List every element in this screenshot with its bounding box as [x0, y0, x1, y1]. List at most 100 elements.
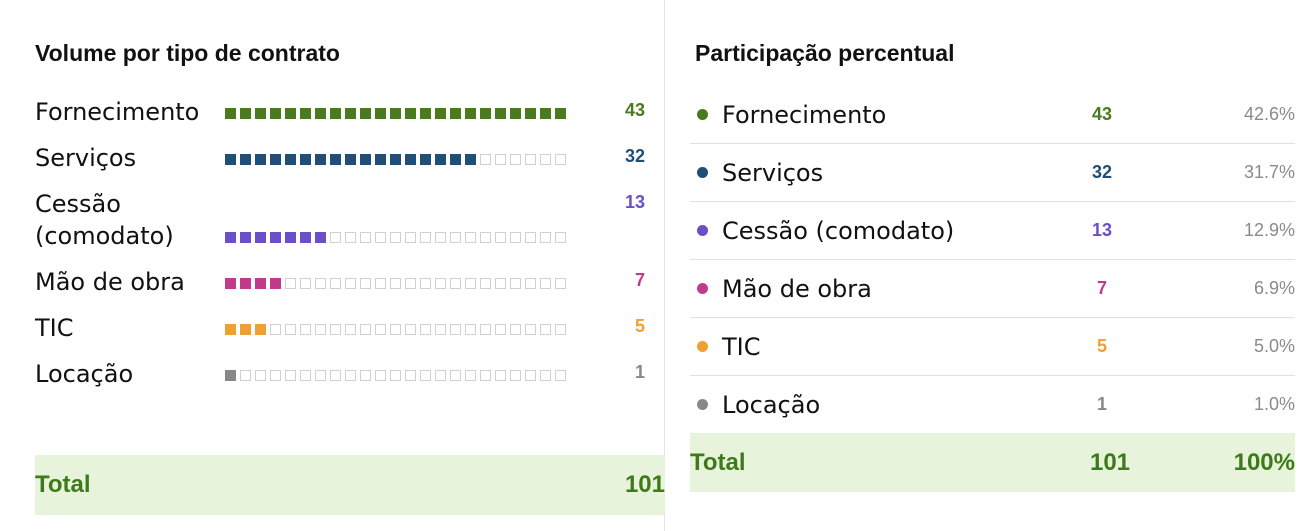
square	[315, 232, 326, 243]
row-value: 32	[624, 146, 645, 166]
panel-title: Participação percentual	[695, 40, 955, 66]
square	[375, 278, 386, 289]
square	[405, 324, 416, 335]
row-value: 43	[624, 100, 645, 120]
square	[420, 232, 431, 243]
square	[345, 278, 356, 289]
square	[225, 108, 236, 119]
square	[405, 278, 416, 289]
square	[405, 232, 416, 243]
row-value: 7	[1096, 278, 1107, 298]
square	[300, 154, 311, 165]
total-row: Total 101 100%	[690, 433, 1295, 492]
legend-dot	[697, 341, 708, 352]
square	[435, 278, 446, 289]
square	[285, 154, 296, 165]
square-bar	[225, 108, 585, 128]
square	[270, 232, 281, 243]
square	[240, 108, 251, 119]
square	[450, 108, 461, 119]
share-panel: Participação percentual Fornecimento 43 42…	[690, 0, 1295, 531]
square	[495, 154, 506, 165]
panel-title: Volume por tipo de contrato	[35, 40, 340, 66]
row-label: Fornecimento	[35, 98, 200, 126]
share-row: Cessão (comodato) 13 12.9%	[690, 202, 1295, 260]
square-bar	[225, 278, 585, 298]
square	[345, 154, 356, 165]
square	[390, 278, 401, 289]
square	[360, 278, 371, 289]
square	[450, 370, 461, 381]
volume-row: Mão de obra 7	[35, 260, 645, 306]
square	[345, 232, 356, 243]
square	[510, 108, 521, 119]
volume-panel: Volume por tipo de contrato Fornecimento…	[15, 0, 665, 531]
square	[465, 370, 476, 381]
square	[315, 108, 326, 119]
share-row: TIC 5 5.0%	[690, 318, 1295, 376]
square	[255, 324, 266, 335]
row-label: Locação	[722, 390, 821, 419]
square	[270, 324, 281, 335]
share-row: Mão de obra 7 6.9%	[690, 260, 1295, 318]
square	[525, 278, 536, 289]
square	[330, 278, 341, 289]
square	[555, 232, 566, 243]
row-label: Serviços	[722, 158, 824, 187]
square-bar	[225, 232, 585, 252]
square	[315, 154, 326, 165]
square	[240, 278, 251, 289]
legend-dot	[697, 225, 708, 236]
square	[285, 370, 296, 381]
row-value: 32	[1091, 162, 1113, 182]
square	[300, 278, 311, 289]
row-share: 1.0%	[1253, 394, 1295, 414]
square	[435, 108, 446, 119]
square	[465, 108, 476, 119]
square	[465, 278, 476, 289]
square	[510, 278, 521, 289]
square	[540, 154, 551, 165]
row-label: TIC	[35, 314, 74, 342]
square	[390, 324, 401, 335]
square	[285, 278, 296, 289]
square	[540, 108, 551, 119]
square	[240, 324, 251, 335]
square	[420, 108, 431, 119]
square	[420, 370, 431, 381]
square	[540, 278, 551, 289]
row-value: 43	[1091, 104, 1113, 124]
square	[345, 324, 356, 335]
square	[405, 108, 416, 119]
square	[495, 370, 506, 381]
row-label: Fornecimento	[722, 100, 887, 129]
square	[555, 370, 566, 381]
square	[255, 232, 266, 243]
square	[225, 154, 236, 165]
square	[270, 278, 281, 289]
volume-row: Cessão (comodato) 13	[35, 182, 645, 260]
square	[555, 278, 566, 289]
square	[300, 108, 311, 119]
square	[360, 232, 371, 243]
square	[405, 370, 416, 381]
legend-dot	[697, 283, 708, 294]
row-value: 5	[1096, 336, 1107, 356]
row-value: 1	[1096, 394, 1107, 414]
total-row: Total 101	[35, 455, 665, 515]
row-label: Cessão (comodato)	[35, 190, 174, 250]
square	[225, 324, 236, 335]
square	[345, 370, 356, 381]
square	[330, 154, 341, 165]
square	[480, 370, 491, 381]
square	[255, 154, 266, 165]
square	[390, 108, 401, 119]
square	[360, 108, 371, 119]
square	[345, 108, 356, 119]
square	[510, 370, 521, 381]
square	[300, 324, 311, 335]
square	[480, 154, 491, 165]
square	[525, 108, 536, 119]
row-label: Locação	[35, 360, 134, 388]
volume-row: Serviços 32	[35, 136, 645, 182]
